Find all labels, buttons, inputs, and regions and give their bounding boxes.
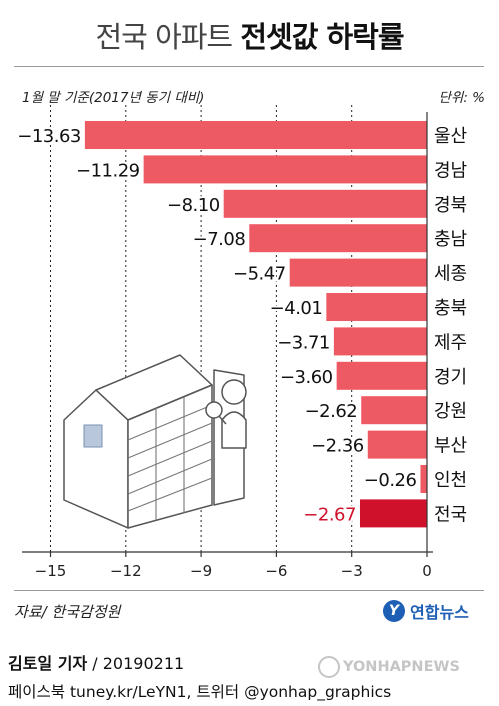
chart-subtitle: 1월 말 기준(2017년 동기 대비)	[22, 90, 205, 106]
value-label-1: −11.29	[76, 160, 140, 181]
value-label-2: −8.10	[167, 195, 220, 216]
bar-6	[333, 327, 427, 356]
yonhap-logo: Y 연합뉴스	[383, 598, 469, 624]
category-label-11: 전국	[434, 504, 467, 525]
category-label-6: 제주	[434, 332, 467, 353]
category-label-7: 경기	[434, 367, 467, 388]
value-label-8: −2.62	[305, 401, 358, 422]
bar-4	[289, 258, 427, 287]
value-label-9: −2.36	[311, 436, 364, 457]
value-label-5: −4.01	[270, 298, 323, 319]
byline: 김토일 기자 / 20190211	[8, 650, 184, 674]
x-tick-label-1: −12	[110, 562, 142, 580]
value-label-4: −5.47	[233, 264, 286, 285]
infographic-frame: 전국 아파트 전셋값 하락률 1월 말 기준(2017년 동기 대비) 단위: …	[0, 14, 499, 624]
person-body	[221, 411, 247, 449]
source-note: 자료/ 한국감정원	[14, 603, 121, 621]
bar-1	[143, 155, 427, 184]
category-label-5: 충북	[434, 298, 467, 319]
bar-10	[420, 465, 427, 493]
building-grid	[127, 397, 213, 520]
publish-date: / 20190211	[87, 654, 185, 673]
bar-9	[367, 430, 427, 459]
category-label-1: 경남	[434, 160, 467, 181]
reporter-name: 김토일 기자	[8, 654, 88, 673]
social-links[interactable]: 페이스북 tuney.kr/LeYN1, 트위터 @yonhap_graphic…	[8, 683, 392, 701]
bar-0	[84, 121, 428, 149]
value-label-3: −7.08	[193, 229, 246, 250]
x-tick-label-5: 0	[422, 562, 432, 580]
category-label-8: 강원	[434, 401, 467, 422]
category-label-10: 인천	[434, 470, 467, 491]
magnifier-icon	[205, 401, 223, 419]
bottom-divider	[14, 590, 484, 591]
watermark: YONHAPNEWS	[318, 656, 460, 678]
bar-chart: −13.63 울산 −11.29 경남 −8.10 경북 −7.08 충남 −5.47 세종 −4.…	[15, 105, 467, 580]
category-label-9: 부산	[434, 436, 467, 457]
bar-2	[223, 189, 427, 218]
unit-label: 단위: %	[438, 90, 485, 106]
bar-8	[361, 396, 427, 425]
category-label-4: 세종	[434, 264, 467, 285]
value-label-10: −0.26	[364, 470, 417, 491]
logo-text: 연합뉴스	[410, 603, 469, 622]
bar-7	[336, 361, 427, 390]
bar-3	[249, 224, 427, 253]
yonhap-logo-icon: Y	[383, 600, 405, 622]
bar-11	[359, 499, 427, 528]
x-tick-label-4: −3	[341, 562, 363, 580]
value-label-11: −2.67	[303, 504, 356, 525]
x-tick-label-3: −6	[265, 562, 287, 580]
category-label-0: 울산	[434, 126, 467, 147]
person-head	[221, 379, 247, 405]
x-tick-label-0: −15	[35, 562, 67, 580]
page-title: 전국 아파트 전셋값 하락률	[0, 14, 499, 56]
category-label-2: 경북	[434, 195, 467, 216]
title-prefix: 전국 아파트	[95, 20, 241, 54]
category-label-3: 충남	[434, 229, 467, 250]
title-highlight: 전셋값 하락률	[240, 20, 404, 54]
value-label-7: −3.60	[280, 367, 333, 388]
building-front	[127, 384, 213, 529]
apartment-illustration	[63, 354, 247, 529]
building-window	[83, 424, 103, 448]
watermark-icon	[318, 656, 340, 678]
title-divider	[14, 66, 484, 67]
x-tick-label-2: −9	[190, 562, 212, 580]
value-label-6: −3.71	[277, 332, 330, 353]
watermark-text: YONHAPNEWS	[343, 659, 460, 675]
value-label-0: −13.63	[17, 126, 81, 147]
bar-5	[326, 293, 427, 321]
